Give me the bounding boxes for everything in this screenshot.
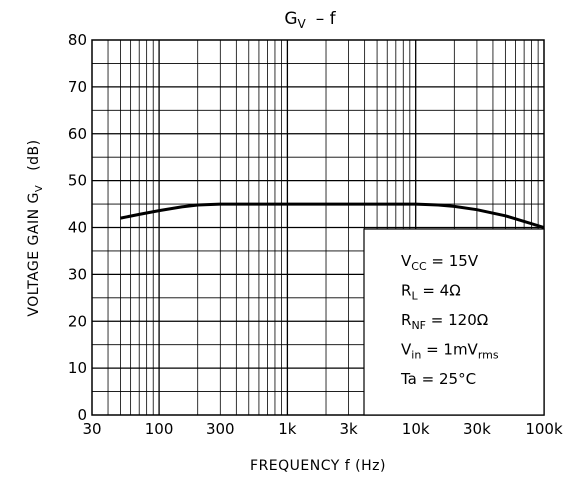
- y-tick-label: 40: [68, 219, 87, 237]
- x-tick-label: 100k: [525, 420, 563, 438]
- chart-title: GV – f: [284, 9, 336, 31]
- x-tick-label: 100: [145, 420, 174, 438]
- y-tick-label: 70: [68, 78, 87, 96]
- x-axis-label: FREQUENCY f (Hz): [250, 458, 386, 474]
- x-tick-label: 30k: [463, 420, 491, 438]
- y-tick-label: 10: [68, 359, 87, 377]
- y-tick-label: 30: [68, 265, 87, 283]
- conditions-box: [363, 228, 545, 416]
- condition-line: Vin = 1mVrms: [401, 341, 499, 362]
- condition-line: Ta = 25°C: [400, 370, 476, 388]
- conditions-text: VCC = 15V RL = 4Ω RNF = 120Ω Vin = 1mVrms Ta…: [400, 252, 499, 388]
- y-tick-label: 20: [68, 312, 87, 330]
- x-tick-labels: 30 100 300 1k 3k 10k 30k 100k: [82, 420, 563, 438]
- y-tick-labels: 0 10 20 30 40 50 60 70 80: [68, 31, 87, 424]
- y-tick-label: 0: [77, 406, 87, 424]
- x-tick-label: 1k: [278, 420, 297, 438]
- x-tick-label: 10k: [402, 420, 430, 438]
- condition-line: RNF = 120Ω: [401, 311, 488, 332]
- gain-curve: [120, 202, 545, 229]
- y-tick-label: 50: [68, 172, 87, 190]
- condition-line: VCC = 15V: [401, 252, 479, 273]
- x-tick-label: 3k: [339, 420, 358, 438]
- x-tick-label: 300: [206, 420, 235, 438]
- y-axis-label: VOLTAGE GAIN GV(dB): [26, 139, 45, 316]
- condition-line: RL = 4Ω: [401, 282, 461, 303]
- y-tick-label: 80: [68, 31, 87, 49]
- x-tick-label: 30: [82, 420, 101, 438]
- y-tick-label: 60: [68, 125, 87, 143]
